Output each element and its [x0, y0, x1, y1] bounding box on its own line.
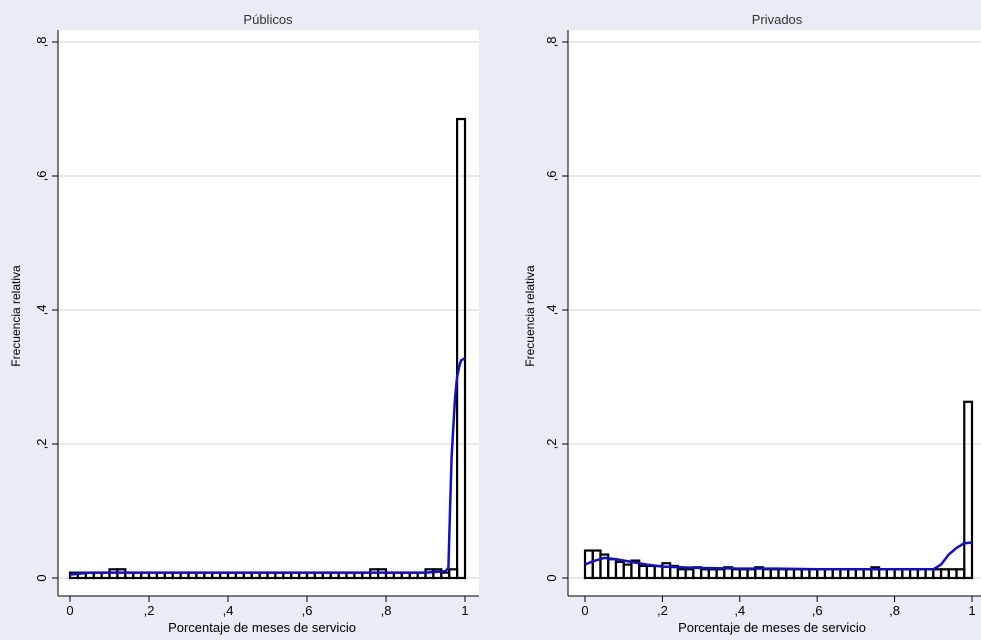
- plot-area-publicos: [58, 30, 479, 596]
- x-tick-label-publicos-4: ,8: [381, 603, 392, 618]
- bar-publicos-49: [456, 117, 467, 580]
- y-axis-privados: 0 ,2 ,4 ,6 ,8: [544, 30, 569, 596]
- x-axis-label-publicos: Porcentaje de meses de servicio: [168, 620, 356, 635]
- y-tick-label-publicos-0: 0: [34, 574, 49, 581]
- y-tick-label-privados-2: ,4: [544, 305, 559, 316]
- x-axis-label-privados: Porcentaje de meses de servicio: [678, 620, 866, 635]
- x-axis-privados: 0 ,2 ,4 ,6 ,8 1: [568, 595, 981, 618]
- x-tick-label-publicos-1: ,2: [144, 603, 155, 618]
- density-line-publicos: [69, 357, 466, 576]
- x-tick-label-publicos-2: ,4: [223, 603, 234, 618]
- x-tick-label-publicos-0: 0: [66, 603, 73, 618]
- x-tick-label-privados-5: 1: [968, 603, 975, 618]
- x-tick-label-privados-0: 0: [581, 603, 588, 618]
- density-publicos: [69, 357, 466, 576]
- x-tick-label-publicos-3: ,6: [302, 603, 313, 618]
- x-axis-publicos: 0 ,2 ,4 ,6 ,8 1: [58, 595, 479, 618]
- y-axis-publicos: 0 ,2 ,4 ,6 ,8: [34, 30, 59, 596]
- y-tick-label-privados-3: ,6: [544, 171, 559, 182]
- density-privados: [584, 541, 973, 571]
- x-tick-label-privados-4: ,8: [889, 603, 900, 618]
- x-tick-label-privados-1: ,2: [657, 603, 668, 618]
- panel-publicos: 0 ,2 ,4 ,6 ,8 1 0 ,2 ,4 ,6 ,8 Públicos Porcentaje…: [9, 12, 479, 635]
- y-tick-label-privados-1: ,2: [544, 439, 559, 450]
- bar-privados-49: [963, 400, 974, 580]
- x-tick-label-privados-3: ,6: [812, 603, 823, 618]
- x-tick-label-privados-2: ,4: [734, 603, 745, 618]
- y-tick-label-publicos-1: ,2: [34, 439, 49, 450]
- panel-privados: 0 ,2 ,4 ,6 ,8 1 0 ,2 ,4 ,6 ,8 Privados Porcentaje…: [523, 12, 981, 635]
- y-tick-label-privados-4: ,8: [544, 37, 559, 48]
- y-axis-label-privados: Frecuencia relativa: [523, 265, 537, 367]
- y-tick-label-privados-0: 0: [544, 574, 559, 581]
- y-axis-label-publicos: Frecuencia relativa: [9, 265, 23, 367]
- density-line-privados: [584, 541, 973, 571]
- panel-title-privados: Privados: [752, 12, 803, 27]
- x-tick-label-publicos-5: 1: [461, 603, 468, 618]
- y-tick-label-publicos-2: ,4: [34, 305, 49, 316]
- panel-title-publicos: Públicos: [243, 12, 293, 27]
- plot-area-privados: [568, 30, 981, 596]
- y-tick-label-publicos-3: ,6: [34, 171, 49, 182]
- y-tick-label-publicos-4: ,8: [34, 37, 49, 48]
